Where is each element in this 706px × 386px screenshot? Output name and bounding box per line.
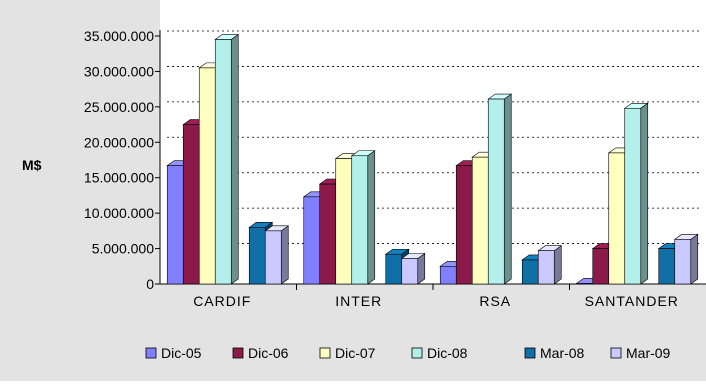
x-tick-label: INTER <box>335 293 382 309</box>
legend-item: Dic-08 <box>411 345 468 361</box>
legend-swatch <box>411 347 423 359</box>
legend-item: Dic-07 <box>319 345 376 361</box>
legend-item: Dic-05 <box>145 345 202 361</box>
legend-swatch <box>610 347 622 359</box>
legend-label: Dic-06 <box>248 345 289 361</box>
legend-label: Dic-08 <box>427 345 468 361</box>
y-tick-labels: 0 5.000.000 10.000.000 15.000.000 20.000.000… <box>84 28 154 292</box>
legend-label: Mar-09 <box>626 345 671 361</box>
legend-swatch <box>232 347 244 359</box>
legend-swatch <box>145 347 157 359</box>
bar <box>673 233 699 285</box>
x-tick-label: RSA <box>479 293 511 309</box>
bars <box>166 33 699 285</box>
bar <box>214 33 240 285</box>
bar <box>264 225 290 285</box>
legend-item: Mar-08 <box>524 345 585 361</box>
y-tick-label: 20.000.000 <box>84 134 154 150</box>
y-tick-label: 10.000.000 <box>84 205 154 221</box>
x-tick-label: SANTANDER <box>585 293 679 309</box>
legend-swatch <box>524 347 536 359</box>
legend-item: Dic-06 <box>232 345 289 361</box>
y-tick-label: 0 <box>146 276 154 292</box>
bar <box>487 93 513 285</box>
legend-label: Dic-07 <box>335 345 376 361</box>
y-tick-label: 15.000.000 <box>84 170 154 186</box>
x-tick-label: CARDIF <box>193 293 251 309</box>
bar <box>623 102 649 285</box>
legend: Dic-05 Dic-06 Dic-07 Dic-08 Mar-08 Mar-09 <box>145 345 671 361</box>
legend-swatch <box>319 347 331 359</box>
y-tick-label: 25.000.000 <box>84 99 154 115</box>
x-tick-labels: CARDIF INTER RSA SANTANDER <box>193 293 679 309</box>
y-axis-label: M$ <box>22 157 42 173</box>
bar <box>350 150 376 285</box>
bar <box>400 252 426 285</box>
bar <box>537 245 563 285</box>
legend-label: Mar-08 <box>540 345 585 361</box>
y-tick-label: 5.000.000 <box>92 241 154 257</box>
legend-label: Dic-05 <box>161 345 202 361</box>
legend-item: Mar-09 <box>610 345 671 361</box>
y-tick-label: 35.000.000 <box>84 28 154 44</box>
y-tick-label: 30.000.000 <box>84 63 154 79</box>
